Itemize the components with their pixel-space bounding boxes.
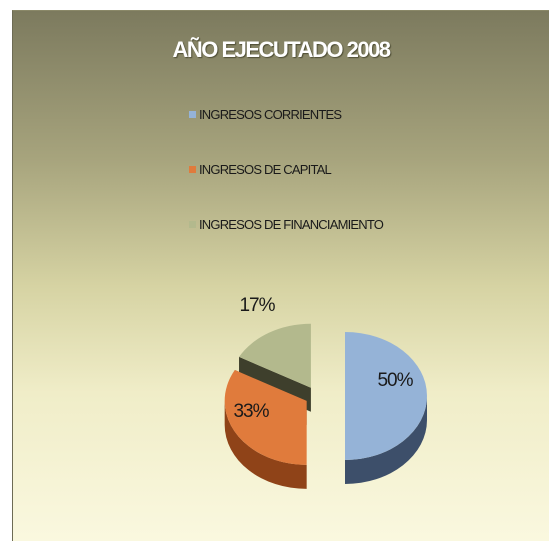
legend-swatch-ingresos-de-capital (189, 165, 196, 173)
pie-slice-side (224, 400, 307, 489)
pie-slice-side (345, 396, 427, 484)
pie-slice-ingresos-de-capital (224, 370, 307, 465)
pie-slice-ingresos-de-financiamiento (239, 323, 311, 388)
chart-title: AÑO EJECUTADO 2008 (172, 37, 391, 62)
legend-swatch-ingresos-de-financiamiento (189, 220, 196, 228)
legend-label: INGRESOS DE FINANCIAMIENTO (199, 216, 384, 232)
pie-chart: 50% 33% 17% (224, 295, 427, 489)
data-label: 50% (377, 370, 413, 391)
legend-swatch-ingresos-corrientes (189, 110, 196, 118)
chart-area: AÑO EJECUTADO 2008 INGRESOS CORRIENTES I… (12, 10, 549, 541)
legend-item-ingresos-corrientes: INGRESOS CORRIENTES (189, 105, 342, 123)
legend-item-ingresos-de-financiamiento: INGRESOS DE FINANCIAMIENTO (189, 215, 384, 233)
data-label: 17% (239, 295, 275, 316)
data-label: 33% (233, 401, 269, 422)
legend-label: INGRESOS DE CAPITAL (199, 161, 332, 177)
legend-item-ingresos-de-capital: INGRESOS DE CAPITAL (189, 160, 332, 178)
pie-slice-ingresos-corrientes (345, 332, 427, 460)
legend-label: INGRESOS CORRIENTES (199, 106, 342, 122)
